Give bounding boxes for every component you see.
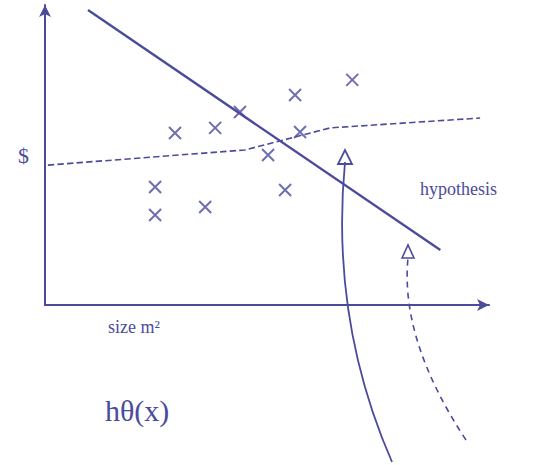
svg-text:hypothesis: hypothesis (420, 179, 497, 199)
svg-text:size m²: size m² (108, 317, 160, 337)
svg-text:hθ(x): hθ(x) (105, 394, 169, 428)
svg-text:$: $ (18, 143, 29, 168)
